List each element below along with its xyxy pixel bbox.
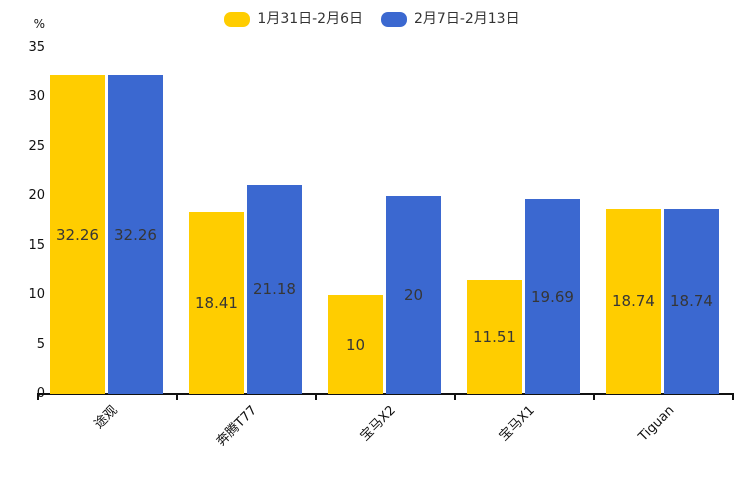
bar-series2-奔腾T77 bbox=[247, 184, 302, 394]
bar-value-label: 21.18 bbox=[253, 280, 296, 299]
y-axis-tick-label: 5 bbox=[36, 336, 45, 352]
y-axis-tick-label: 25 bbox=[28, 138, 45, 154]
y-axis-tick-label: 35 bbox=[28, 40, 45, 55]
bar-value-label: 18.74 bbox=[612, 292, 655, 311]
x-axis-tick bbox=[732, 394, 734, 400]
bar-series1-途观 bbox=[50, 75, 105, 394]
y-axis-unit-label: % bbox=[33, 17, 45, 31]
x-axis-category-label: 奔腾T77 bbox=[213, 403, 261, 450]
bar-value-label: 32.26 bbox=[114, 225, 157, 244]
legend-item-week2[interactable]: 2月7日-2月13日 bbox=[381, 8, 520, 30]
x-axis-tick bbox=[315, 394, 317, 400]
bar-series1-宝马X2 bbox=[328, 295, 383, 394]
bar-series2-宝马X2 bbox=[386, 196, 441, 394]
bar-value-label: 20 bbox=[403, 286, 424, 305]
bar-series2-宝马X1 bbox=[525, 199, 580, 394]
bar-value-label: 10 bbox=[345, 335, 366, 354]
legend-swatch-week2-icon bbox=[381, 11, 407, 27]
legend-label-week2: 2月7日-2月13日 bbox=[414, 11, 520, 27]
y-axis-tick-label: 15 bbox=[28, 237, 45, 253]
bar-value-label: 11.51 bbox=[473, 328, 516, 347]
y-axis-tick-label: 0 bbox=[36, 386, 45, 401]
y-axis-tick-label: 10 bbox=[28, 287, 45, 303]
x-axis-category-label: 宝马X2 bbox=[357, 403, 400, 445]
x-axis-line bbox=[37, 393, 734, 395]
y-axis-tick-label: 30 bbox=[28, 89, 45, 105]
x-axis-tick bbox=[454, 394, 456, 400]
bar-series1-奔腾T77 bbox=[189, 212, 244, 394]
bar-value-label: 18.74 bbox=[670, 292, 713, 311]
bar-value-label: 18.41 bbox=[195, 294, 238, 312]
x-axis-category-label: Tiguan bbox=[635, 403, 678, 445]
x-axis-tick bbox=[593, 394, 595, 400]
bar-value-label: 32.26 bbox=[56, 225, 99, 244]
x-axis-tick bbox=[176, 394, 178, 400]
bar-value-label: 19.69 bbox=[531, 287, 574, 306]
bar-series1-Tiguan bbox=[606, 208, 661, 394]
x-axis-category-label: 途观 bbox=[92, 403, 122, 433]
legend-label-week1: 1月31日-2月6日 bbox=[257, 11, 363, 27]
x-axis-tick bbox=[37, 394, 39, 400]
bar-series2-Tiguan bbox=[664, 208, 719, 394]
legend-item-week1[interactable]: 1月31日-2月6日 bbox=[224, 8, 363, 30]
y-axis-tick-label: 20 bbox=[28, 188, 45, 204]
legend-swatch-week1-icon bbox=[224, 11, 251, 27]
x-axis-category-label: 宝马X1 bbox=[496, 403, 539, 445]
bar-series2-途观 bbox=[108, 75, 163, 394]
bar-series1-宝马X1 bbox=[467, 280, 522, 394]
legend: 1月31日-2月6日 2月7日-2月13日 bbox=[0, 8, 744, 30]
